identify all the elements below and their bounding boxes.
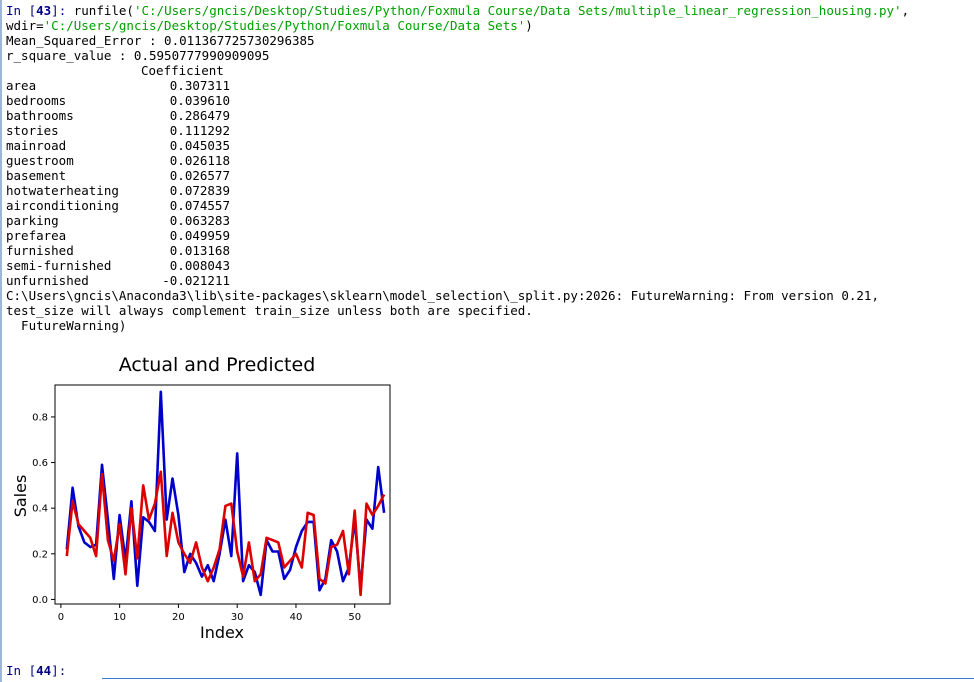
coefficient-feature-name: stories: [6, 123, 59, 138]
x-tick-label: 20: [172, 612, 185, 623]
coefficient-row: airconditioning 0.074557: [6, 198, 236, 213]
coefficient-feature-name: hotwaterheating: [6, 183, 119, 198]
coefficient-feature-name: bedrooms: [6, 93, 67, 108]
y-tick-label: 0.8: [32, 412, 48, 423]
next-input-prompt[interactable]: In [44]:: [6, 663, 66, 678]
coefficient-feature-name: furnished: [6, 243, 74, 258]
coefficient-feature-name: prefarea: [6, 228, 67, 243]
x-tick-label: 30: [231, 612, 244, 623]
coefficient-row: bedrooms 0.039610: [6, 93, 236, 108]
warning-line-2: test_size will always complement train_s…: [6, 303, 533, 318]
wdir-path-string: 'C:/Users/gncis/Desktop/Studies/Python/F…: [43, 18, 526, 33]
coefficient-row: prefarea 0.049959: [6, 228, 236, 243]
script-path-string: 'C:/Users/gncis/Desktop/Studies/Python/F…: [133, 3, 902, 18]
run-command-line: In [43]: runfile('C:/Users/gncis/Desktop…: [6, 3, 909, 18]
coefficient-value: 0.307311: [169, 78, 230, 93]
chart-title: Actual and Predicted: [119, 354, 316, 376]
coefficient-row: hotwaterheating 0.072839: [6, 183, 236, 198]
coefficient-feature-name: airconditioning: [6, 198, 119, 213]
coefficient-value: 0.063283: [169, 213, 230, 228]
coefficient-row: area 0.307311: [6, 78, 236, 93]
coefficient-value: 0.039610: [169, 93, 230, 108]
input-prompt-suffix: ]:: [51, 3, 74, 18]
coefficient-feature-name: semi-furnished: [6, 258, 112, 273]
coefficient-row: unfurnished -0.021211: [6, 273, 236, 288]
next-prompt-number: 44: [36, 663, 52, 678]
input-prompt-number: 43: [36, 3, 52, 18]
x-tick-label: 0: [58, 612, 64, 623]
argument-separator: ,: [901, 3, 910, 18]
coefficient-value: 0.074557: [169, 198, 230, 213]
coefficient-value: 0.072839: [169, 183, 230, 198]
coefficient-row: bathrooms 0.286479: [6, 108, 236, 123]
x-axis-label: Index: [200, 623, 244, 642]
x-tick-label: 40: [290, 612, 303, 623]
coefficient-feature-name: bathrooms: [6, 108, 74, 123]
coefficient-row: stories 0.111292: [6, 123, 236, 138]
wdir-line: wdir='C:/Users/gncis/Desktop/Studies/Pyt…: [6, 18, 533, 33]
input-prompt-prefix: In [: [6, 3, 37, 18]
coefficient-value: 0.111292: [169, 123, 230, 138]
coefficient-value: 0.008043: [169, 258, 230, 273]
coefficient-value: 0.049959: [169, 228, 230, 243]
warning-line-1: C:\Users\gncis\Anaconda3\lib\site-packag…: [6, 288, 879, 303]
next-prompt-prefix: In [: [6, 663, 37, 678]
y-tick-label: 0.6: [32, 458, 48, 469]
line-chart: Actual and Predicted Index Sales 0 10 20 30…: [11, 354, 391, 642]
coefficient-row: parking 0.063283: [6, 213, 236, 228]
coefficient-feature-name: unfurnished: [6, 273, 89, 288]
next-prompt-suffix: ]:: [51, 663, 67, 678]
x-tick-label: 50: [348, 612, 361, 623]
call-close-paren: ): [525, 18, 533, 33]
y-tick-label: 0.0: [32, 595, 48, 606]
coefficient-row: semi-furnished 0.008043: [6, 258, 236, 273]
coefficient-feature-name: guestroom: [6, 153, 74, 168]
coefficient-value: 0.045035: [169, 138, 230, 153]
coefficient-value: 0.013168: [169, 243, 230, 258]
coefficient-value: 0.286479: [169, 108, 230, 123]
coefficient-feature-name: area: [6, 78, 37, 93]
coefficient-header: Coefficient: [141, 63, 224, 78]
wdir-keyword: wdir=: [6, 18, 44, 33]
runfile-call: runfile(: [73, 3, 134, 18]
y-tick-label: 0.2: [32, 549, 48, 560]
input-line-underline: [102, 678, 974, 679]
x-tick-label: 10: [113, 612, 126, 623]
actual-vs-predicted-figure: Actual and Predicted Index Sales 0 10 20 30…: [8, 345, 408, 645]
r-square-output: r_square_value : 0.5950777990909095: [6, 48, 270, 63]
coefficient-value: 0.026577: [169, 168, 230, 183]
plot-frame: [54, 384, 391, 605]
series-line-blue: [65, 390, 386, 597]
coefficient-feature-name: basement: [6, 168, 67, 183]
mse-output: Mean_Squared_Error : 0.01136772573029638…: [6, 33, 315, 48]
coefficient-value: 0.026118: [169, 153, 230, 168]
coefficient-row: guestroom 0.026118: [6, 153, 236, 168]
coefficient-row: mainroad 0.045035: [6, 138, 236, 153]
warning-line-3: FutureWarning): [6, 318, 127, 333]
series-line-red: [65, 470, 386, 597]
coefficient-value: -0.021211: [162, 273, 230, 288]
y-axis-label: Sales: [11, 475, 30, 518]
console-left-margin: [0, 0, 2, 682]
y-tick-label: 0.4: [32, 504, 48, 515]
coefficient-row: furnished 0.013168: [6, 243, 236, 258]
coefficient-feature-name: parking: [6, 213, 59, 228]
coefficient-feature-name: mainroad: [6, 138, 67, 153]
coefficient-row: basement 0.026577: [6, 168, 236, 183]
